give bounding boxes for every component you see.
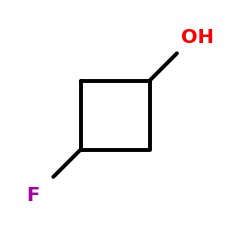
Text: OH: OH (181, 28, 214, 47)
Text: F: F (26, 186, 40, 204)
